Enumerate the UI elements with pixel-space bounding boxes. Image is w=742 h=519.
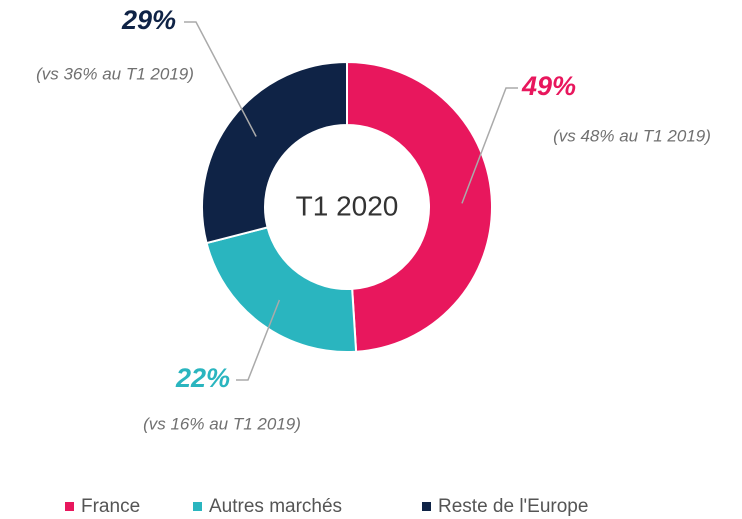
- comparison-label: (vs 48% au T1 2019): [553, 126, 711, 145]
- slice: [346, 60, 494, 353]
- slice: [201, 60, 348, 245]
- comparison-label: (vs 16% au T1 2019): [143, 414, 301, 433]
- value-label: 49%: [521, 71, 576, 101]
- legend-label: Autres marchés: [209, 496, 342, 517]
- leader-line: [184, 21, 257, 137]
- leader-line: [461, 87, 518, 204]
- legend-swatch: [422, 502, 431, 511]
- legend-swatch: [65, 502, 74, 511]
- legend-label: France: [81, 496, 140, 517]
- comparison-label: (vs 36% au T1 2019): [36, 64, 194, 83]
- legend-label: Reste de l'Europe: [438, 496, 588, 517]
- slice: [205, 226, 358, 353]
- value-label: 29%: [121, 5, 176, 35]
- legend-swatch: [193, 502, 202, 511]
- value-label: 22%: [175, 363, 230, 393]
- leader-line: [236, 299, 281, 381]
- center-label: T1 2020: [296, 190, 399, 221]
